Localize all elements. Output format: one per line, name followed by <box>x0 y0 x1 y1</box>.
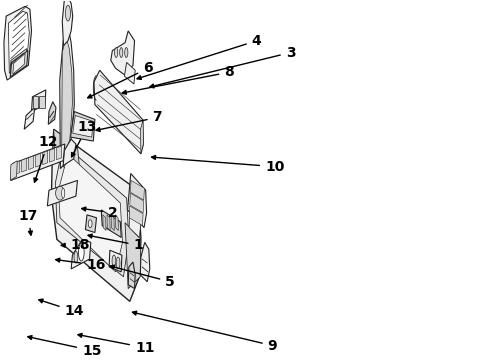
Polygon shape <box>8 11 29 73</box>
Circle shape <box>78 243 84 261</box>
Polygon shape <box>10 49 27 74</box>
Text: 15: 15 <box>28 336 101 357</box>
Text: 3: 3 <box>150 45 295 88</box>
Polygon shape <box>85 215 97 233</box>
Polygon shape <box>129 208 141 238</box>
Text: 5: 5 <box>110 265 175 289</box>
Polygon shape <box>58 154 122 272</box>
Polygon shape <box>49 148 55 162</box>
Polygon shape <box>140 242 150 282</box>
Text: 2: 2 <box>82 206 118 220</box>
Polygon shape <box>55 144 129 277</box>
Polygon shape <box>62 0 73 46</box>
Circle shape <box>66 5 71 21</box>
Text: 4: 4 <box>137 34 262 80</box>
Ellipse shape <box>88 220 92 228</box>
Text: 14: 14 <box>39 299 84 318</box>
Polygon shape <box>124 62 135 84</box>
Text: 12: 12 <box>34 135 58 182</box>
Polygon shape <box>10 50 28 77</box>
Text: 11: 11 <box>78 333 154 355</box>
Text: 9: 9 <box>132 311 277 353</box>
Polygon shape <box>111 31 135 75</box>
Polygon shape <box>73 116 93 137</box>
Polygon shape <box>128 262 135 289</box>
Text: 6: 6 <box>88 61 153 98</box>
Bar <box>39 96 45 108</box>
Polygon shape <box>13 54 25 74</box>
Polygon shape <box>54 129 80 179</box>
Polygon shape <box>63 139 76 166</box>
Polygon shape <box>71 112 95 141</box>
Text: 16: 16 <box>56 258 105 272</box>
Polygon shape <box>11 144 65 180</box>
Text: 18: 18 <box>61 238 90 252</box>
Polygon shape <box>94 70 144 154</box>
Text: 1: 1 <box>88 234 143 252</box>
Polygon shape <box>15 161 20 175</box>
Polygon shape <box>56 146 62 160</box>
Circle shape <box>116 257 120 269</box>
Circle shape <box>125 48 128 58</box>
Polygon shape <box>4 6 31 80</box>
Polygon shape <box>36 153 41 167</box>
Polygon shape <box>31 90 46 112</box>
Polygon shape <box>28 156 34 170</box>
Text: 7: 7 <box>96 111 162 131</box>
Polygon shape <box>62 37 73 159</box>
Text: 17: 17 <box>19 209 38 235</box>
Circle shape <box>62 188 65 198</box>
Polygon shape <box>49 102 56 124</box>
Polygon shape <box>60 26 74 168</box>
Circle shape <box>112 255 116 267</box>
Polygon shape <box>107 215 110 230</box>
Polygon shape <box>51 129 141 301</box>
Ellipse shape <box>55 186 65 200</box>
Polygon shape <box>127 174 147 228</box>
Polygon shape <box>24 108 35 129</box>
Text: 13: 13 <box>72 120 97 157</box>
Polygon shape <box>141 120 144 154</box>
Polygon shape <box>71 239 91 269</box>
Polygon shape <box>48 180 77 206</box>
Polygon shape <box>111 215 114 230</box>
Polygon shape <box>115 215 119 230</box>
Circle shape <box>120 48 123 58</box>
Polygon shape <box>125 223 141 289</box>
Polygon shape <box>130 193 144 213</box>
Bar <box>33 96 38 108</box>
Polygon shape <box>22 158 27 172</box>
Circle shape <box>115 48 118 58</box>
Circle shape <box>74 251 78 263</box>
Text: 8: 8 <box>122 65 234 94</box>
Polygon shape <box>130 180 145 200</box>
Polygon shape <box>129 206 143 226</box>
Polygon shape <box>43 151 48 165</box>
Polygon shape <box>101 210 121 238</box>
Text: 10: 10 <box>151 156 284 174</box>
Polygon shape <box>10 161 17 180</box>
Polygon shape <box>109 250 122 272</box>
Polygon shape <box>103 215 106 230</box>
